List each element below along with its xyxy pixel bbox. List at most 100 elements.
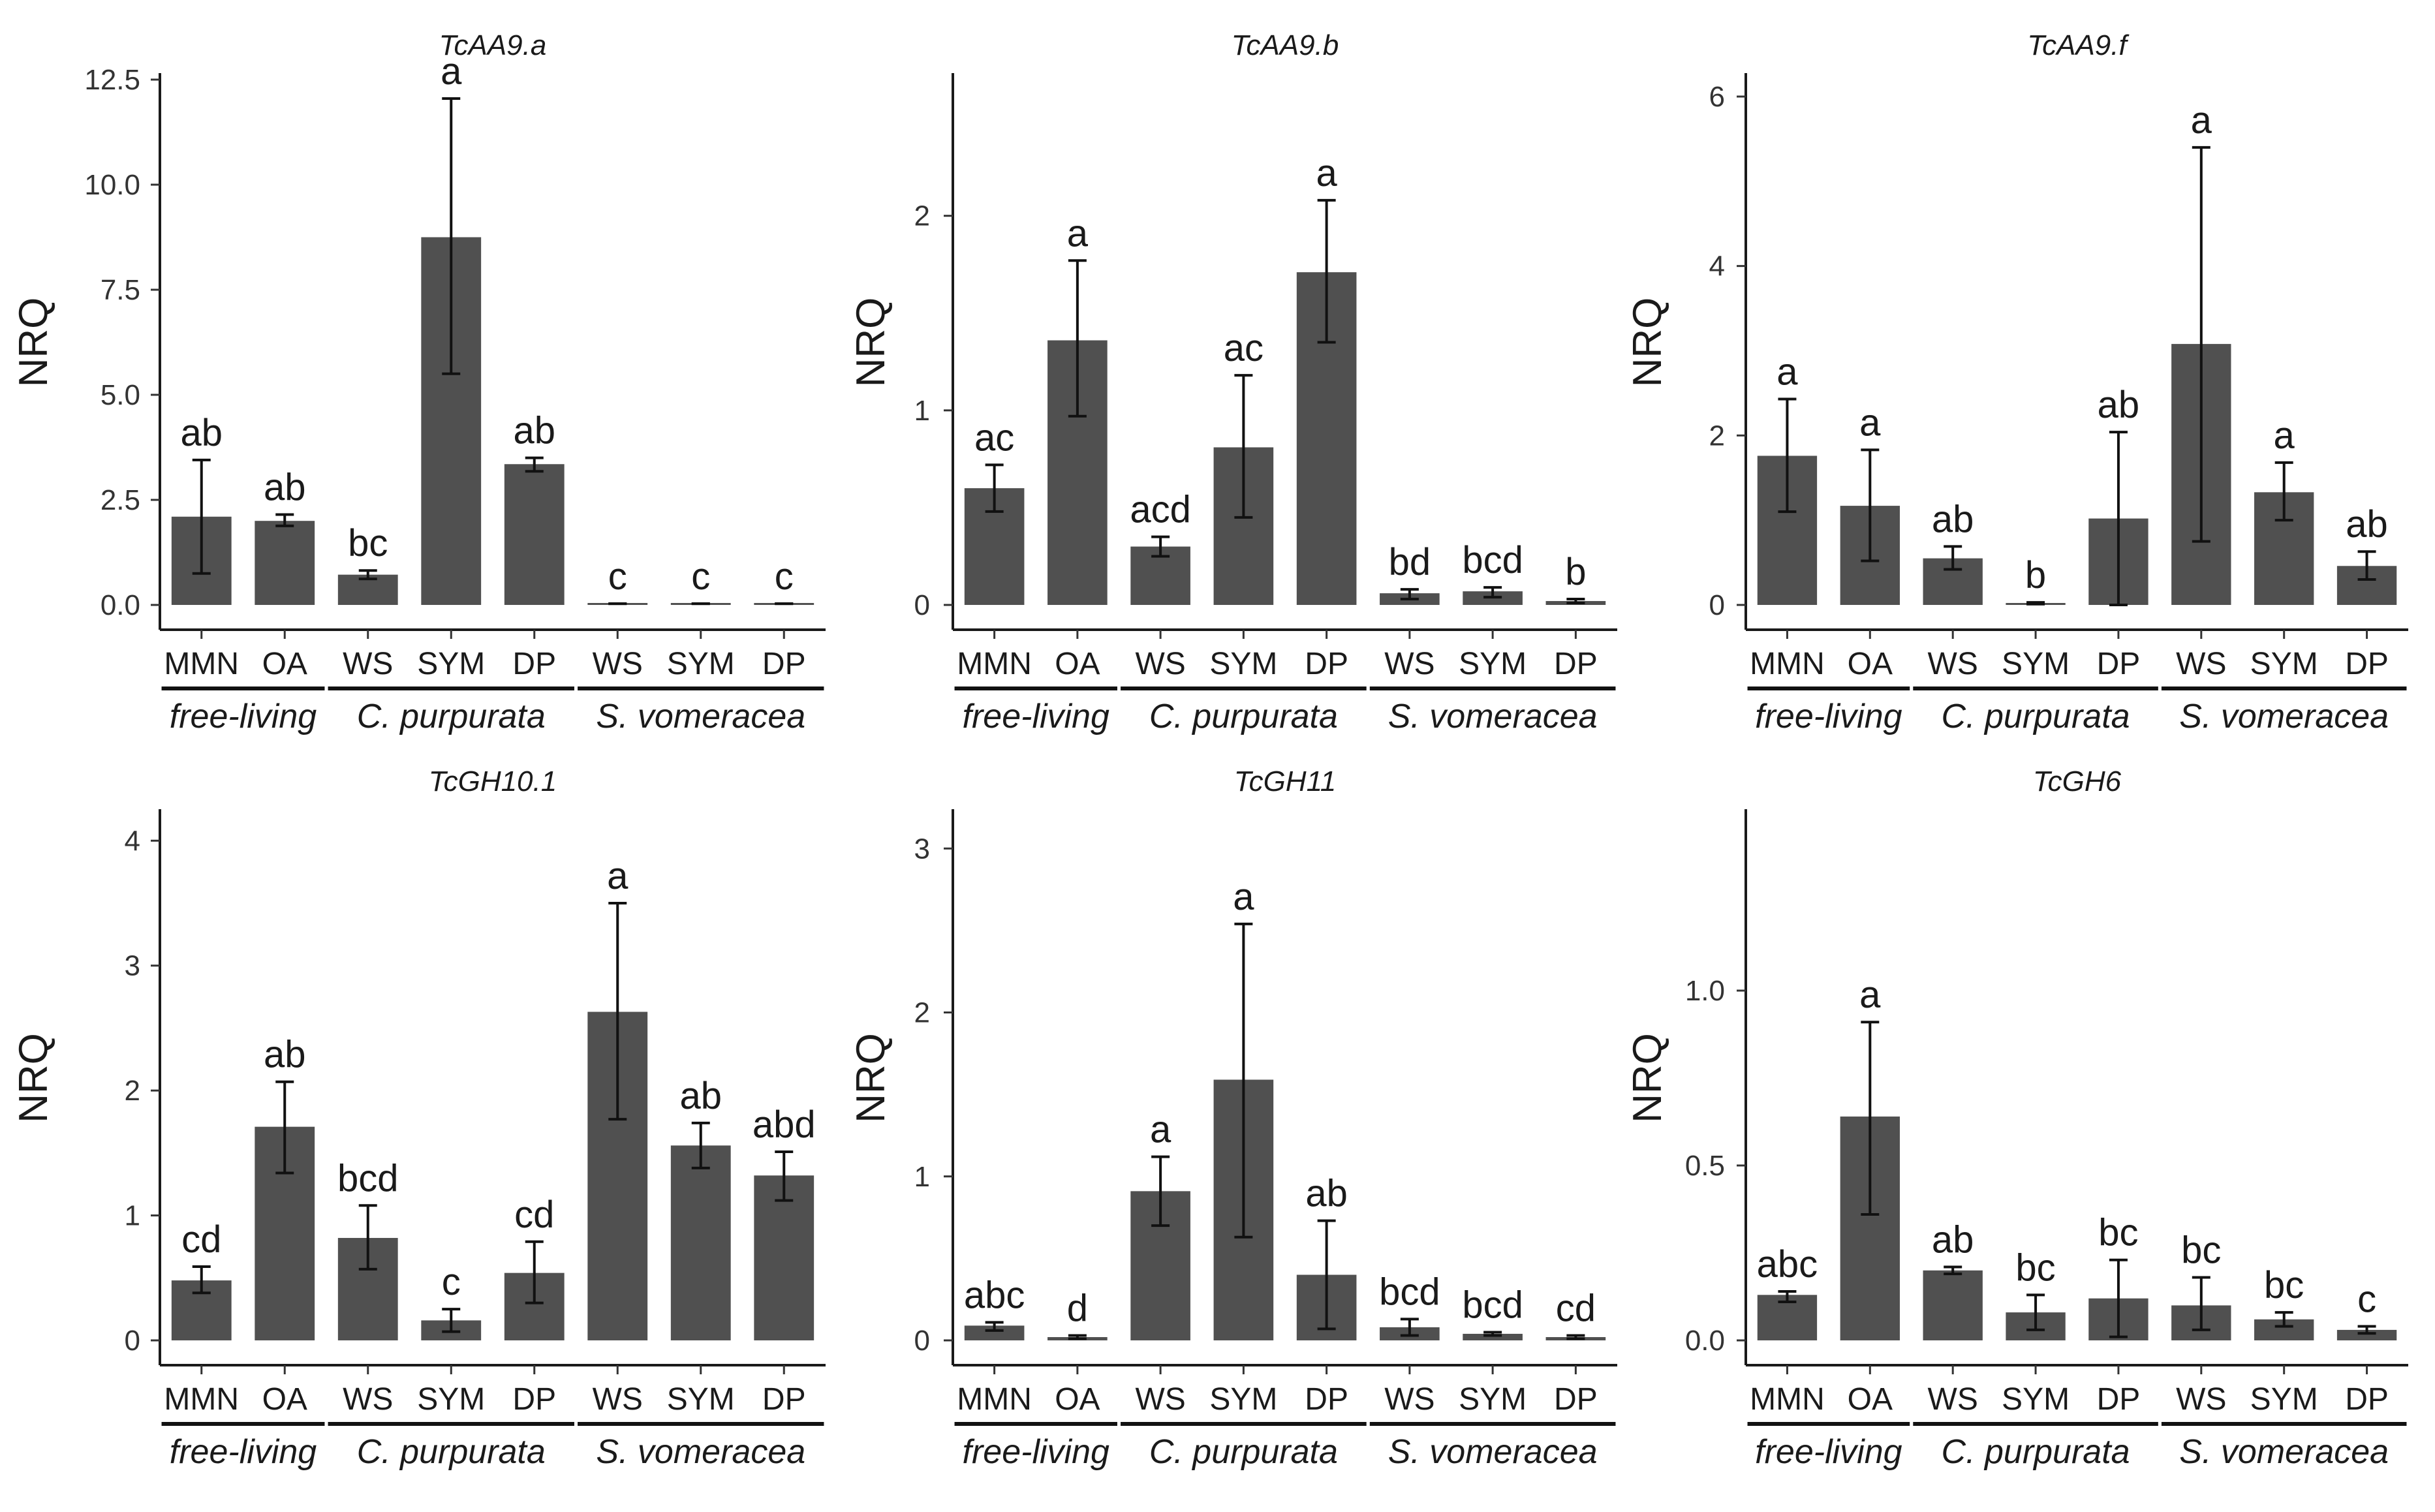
x-tick-label: WS xyxy=(1135,1382,1185,1417)
significance-letter: cd xyxy=(1556,1287,1596,1329)
error-bar xyxy=(691,1121,710,1169)
x-tick-label: MMN xyxy=(164,647,239,681)
error-bar xyxy=(2274,461,2293,522)
x-tick-label: MMN xyxy=(957,647,1032,681)
chart-panel: TcAA9.b NRQ 0 1 2 ac MMN a OA acd WS ac SYM a DP bd WS bc… xyxy=(848,29,1617,735)
significance-letter: ac xyxy=(1224,327,1264,369)
chart-panel: TcGH11 NRQ 0 1 2 3 abc MMN d OA a WS a SYM ab DP bcd WS bc… xyxy=(848,765,1617,1471)
x-tick-label: WS xyxy=(2176,1382,2226,1417)
x-tick-label: DP xyxy=(1554,647,1598,681)
x-tick-label: WS xyxy=(343,647,393,681)
bar xyxy=(1923,1270,1983,1340)
error-bar xyxy=(525,1240,544,1304)
significance-letter: a xyxy=(1067,212,1089,255)
chart-title: TcGH11 xyxy=(1234,765,1337,797)
y-axis-label: NRQ xyxy=(11,1033,56,1123)
error-bar xyxy=(2026,601,2045,606)
x-tick-label: SYM xyxy=(417,647,485,681)
error-bar xyxy=(985,463,1004,513)
error-bar xyxy=(1483,1331,1502,1337)
significance-letter: abc xyxy=(964,1274,1025,1316)
error-bar xyxy=(2192,1276,2210,1331)
significance-letter: a xyxy=(2274,414,2295,457)
error-bar xyxy=(775,1150,794,1202)
error-bar xyxy=(525,456,544,473)
y-tick-label: 0.5 xyxy=(1685,1150,1725,1182)
chart-title: TcGH6 xyxy=(2033,765,2122,797)
y-tick-label: 2 xyxy=(125,1075,140,1107)
significance-letter: bcd xyxy=(337,1157,399,1199)
y-tick-label: 0 xyxy=(914,589,930,621)
significance-letter: c xyxy=(442,1261,461,1303)
group-label: free-living xyxy=(963,1433,1109,1471)
significance-letter: a xyxy=(1150,1109,1171,1151)
y-axis-label: NRQ xyxy=(11,298,56,388)
significance-letter: bc xyxy=(2015,1246,2055,1289)
x-tick-label: MMN xyxy=(957,1382,1032,1417)
x-tick-label: OA xyxy=(1055,647,1100,681)
x-tick-label: DP xyxy=(1305,1382,1348,1417)
group-label: free-living xyxy=(963,698,1109,735)
y-tick-label: 10.0 xyxy=(84,169,140,201)
significance-letter: bcd xyxy=(1462,539,1523,581)
x-tick-label: DP xyxy=(2345,1382,2389,1417)
error-bar xyxy=(275,1080,294,1175)
error-bar xyxy=(1400,1318,1419,1337)
significance-letter: d xyxy=(1067,1287,1088,1329)
x-tick-label: MMN xyxy=(164,1382,239,1417)
y-tick-label: 5.0 xyxy=(101,379,140,411)
significance-letter: bc xyxy=(2264,1264,2304,1306)
group-label: free-living xyxy=(1755,1433,1902,1471)
x-tick-label: SYM xyxy=(1209,1382,1277,1417)
y-tick-label: 12.5 xyxy=(84,64,140,96)
y-tick-label: 4 xyxy=(125,825,140,857)
error-bar xyxy=(192,458,211,575)
x-tick-label: WS xyxy=(1928,647,1978,681)
significance-letter: a xyxy=(607,855,628,897)
bar xyxy=(670,1145,731,1340)
error-bar xyxy=(1151,535,1170,558)
bar xyxy=(754,1175,814,1340)
error-bar xyxy=(1400,588,1419,601)
significance-letter: ab xyxy=(2346,503,2388,546)
x-tick-label: WS xyxy=(2176,647,2226,681)
error-bar xyxy=(192,1265,211,1295)
y-tick-label: 2 xyxy=(914,200,930,232)
chart-panel: TcGH6 NRQ 0.0 0.5 1.0 abc MMN a OA ab WS bc SYM bc DP b… xyxy=(1625,765,2408,1471)
x-tick-label: MMN xyxy=(1750,647,1825,681)
error-bar xyxy=(1861,1021,1880,1216)
significance-letter: c xyxy=(691,555,710,598)
x-tick-label: WS xyxy=(593,1382,643,1417)
x-tick-label: WS xyxy=(593,647,643,681)
significance-letter: bc xyxy=(348,522,388,564)
y-tick-label: 6 xyxy=(1709,81,1725,113)
error-bar xyxy=(1234,374,1253,519)
error-bar xyxy=(1234,922,1253,1239)
group-label: free-living xyxy=(170,698,317,735)
x-tick-label: OA xyxy=(1848,647,1893,681)
significance-letter: bc xyxy=(2098,1212,2138,1254)
y-tick-label: 0 xyxy=(914,1325,930,1357)
x-tick-label: OA xyxy=(262,647,307,681)
group-label: free-living xyxy=(170,1433,317,1471)
group-label: C. purpurata xyxy=(1942,698,2130,735)
y-tick-label: 1 xyxy=(914,395,930,427)
x-tick-label: DP xyxy=(1305,647,1348,681)
error-bar xyxy=(608,902,627,1121)
error-bar xyxy=(275,513,294,527)
significance-letter: bcd xyxy=(1462,1284,1523,1326)
chart-panel: TcGH10.1 NRQ 0 1 2 3 4 cd MMN ab OA bcd WS c SYM cd DP a W… xyxy=(11,765,826,1471)
error-bar xyxy=(358,1204,377,1271)
x-tick-label: OA xyxy=(262,1382,307,1417)
y-tick-label: 1 xyxy=(125,1200,140,1232)
group-label: free-living xyxy=(1755,698,1902,735)
significance-letter: a xyxy=(1316,152,1337,194)
error-bar xyxy=(2357,1325,2376,1335)
error-bar xyxy=(1566,598,1585,605)
error-bar xyxy=(1566,1334,1585,1340)
significance-letter: c xyxy=(775,555,794,598)
error-bar xyxy=(2274,1311,2293,1328)
error-bar xyxy=(1151,1155,1170,1227)
significance-letter: ab xyxy=(513,410,555,452)
error-bar xyxy=(1483,586,1502,599)
